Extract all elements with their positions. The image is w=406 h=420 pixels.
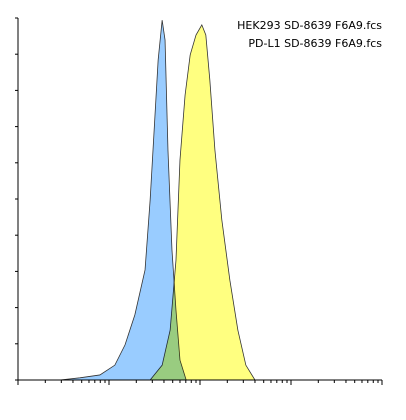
legend-entry: PD-L1 SD-8639 F6A9.fcs [248, 37, 382, 50]
histogram-area [149, 23, 256, 381]
legend-entry: HEK293 SD-8639 F6A9.fcs [237, 19, 382, 32]
histogram-area [59, 20, 187, 381]
